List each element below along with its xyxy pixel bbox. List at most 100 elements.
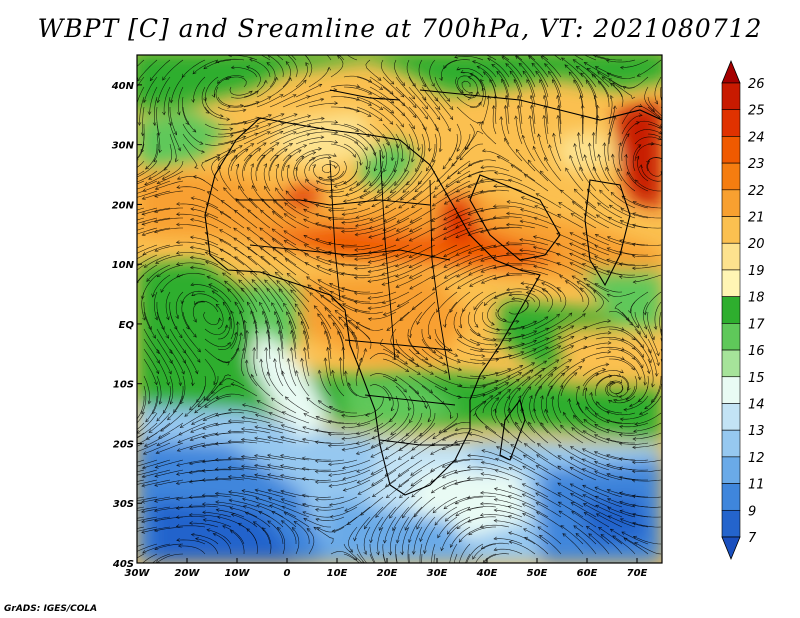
streamline xyxy=(583,213,610,229)
streamline xyxy=(442,143,458,170)
streamline-arrowhead xyxy=(354,257,358,262)
streamline-arrowhead xyxy=(413,439,418,444)
streamline-arrowhead xyxy=(157,435,162,439)
streamline-arrowhead xyxy=(410,482,415,487)
streamline xyxy=(137,254,145,260)
lat-tick-label: 10N xyxy=(112,260,135,271)
streamline xyxy=(608,348,636,360)
colorbar-label: 21 xyxy=(748,211,765,226)
streamline-arrowhead xyxy=(175,496,180,501)
streamline-arrowhead xyxy=(155,350,160,354)
streamline xyxy=(454,458,484,462)
streamline-arrowhead xyxy=(408,264,413,269)
streamline xyxy=(260,359,271,387)
streamline-arrowhead xyxy=(239,332,243,336)
streamline xyxy=(204,324,228,335)
streamline-arrowhead xyxy=(469,283,474,287)
streamline-arrowhead xyxy=(399,196,404,201)
streamline-arrowhead xyxy=(544,346,549,351)
streamline-arrowhead xyxy=(569,232,574,236)
streamline xyxy=(137,543,158,552)
streamline xyxy=(394,160,410,186)
streamline xyxy=(243,123,272,135)
streamline-arrowhead xyxy=(287,155,292,159)
streamline xyxy=(519,239,549,246)
streamline xyxy=(506,253,536,256)
streamline xyxy=(408,254,436,268)
streamline xyxy=(213,533,232,555)
streamline-arrowhead xyxy=(129,224,132,227)
streamline-arrowhead xyxy=(346,521,351,526)
streamline xyxy=(395,553,398,563)
streamline-arrowhead xyxy=(240,427,245,431)
streamline-arrowhead xyxy=(480,247,485,252)
streamline-arrowhead xyxy=(595,114,600,119)
streamline-arrowhead xyxy=(496,71,501,75)
streamline-arrowhead xyxy=(301,502,306,507)
streamline-arrowhead xyxy=(378,526,383,531)
streamline xyxy=(480,166,510,172)
streamline xyxy=(262,271,284,293)
streamline-arrowhead xyxy=(643,381,648,386)
streamline-arrowhead xyxy=(594,244,599,249)
streamline-arrowhead xyxy=(631,254,636,258)
streamline-arrowhead xyxy=(567,398,571,402)
streamline xyxy=(395,348,419,367)
streamline xyxy=(156,348,172,375)
streamline-arrowhead xyxy=(579,287,584,292)
streamline xyxy=(421,553,423,563)
streamline xyxy=(282,411,310,424)
streamline xyxy=(472,61,497,78)
streamline xyxy=(246,66,261,88)
streamline xyxy=(390,412,410,435)
streamline-arrowhead xyxy=(341,287,346,291)
streamline xyxy=(639,395,662,415)
streamline-arrowhead xyxy=(610,95,614,100)
streamline-arrowhead xyxy=(557,104,561,109)
streamline xyxy=(285,396,310,414)
streamline xyxy=(368,254,397,263)
streamline xyxy=(390,526,397,555)
streamline-arrowhead xyxy=(202,426,207,430)
streamline-arrowhead xyxy=(316,265,321,269)
streamline xyxy=(356,422,384,435)
streamline-arrowhead xyxy=(608,204,613,209)
streamline-arrowhead xyxy=(206,191,211,195)
streamline xyxy=(543,115,549,145)
streamline-arrowhead xyxy=(504,137,508,142)
streamline xyxy=(316,180,345,185)
streamline-arrowhead xyxy=(155,370,160,375)
streamline-arrowhead xyxy=(501,78,505,83)
streamline-arrowhead xyxy=(622,86,627,90)
streamline xyxy=(137,59,145,67)
streamline-arrowhead xyxy=(430,442,435,447)
streamline-arrowhead xyxy=(632,521,637,526)
streamline-arrowhead xyxy=(523,528,527,532)
streamline xyxy=(408,338,429,361)
streamline xyxy=(580,72,597,98)
streamline xyxy=(557,214,584,229)
streamline xyxy=(456,68,484,78)
streamline-arrowhead xyxy=(575,65,580,70)
streamline-arrowhead xyxy=(252,347,257,351)
streamline xyxy=(534,313,560,330)
streamline-arrowhead xyxy=(437,534,441,539)
streamline-arrowhead xyxy=(355,441,360,445)
streamline xyxy=(176,262,206,266)
streamline xyxy=(608,338,636,350)
streamline-arrowhead xyxy=(467,184,472,188)
streamline xyxy=(420,516,436,542)
streamline xyxy=(141,496,171,503)
streamline xyxy=(178,422,206,436)
streamline xyxy=(276,164,284,192)
streamline-arrowhead xyxy=(190,196,195,201)
streamline-arrowhead xyxy=(505,241,510,245)
streamline xyxy=(386,479,410,499)
streamline xyxy=(368,301,397,309)
streamline-arrowhead xyxy=(154,229,158,234)
lon-tick-label: 30W xyxy=(125,568,151,579)
lon-tick-label: 60E xyxy=(577,568,598,579)
streamline xyxy=(367,274,397,282)
streamline xyxy=(456,358,486,364)
streamline xyxy=(569,242,597,256)
